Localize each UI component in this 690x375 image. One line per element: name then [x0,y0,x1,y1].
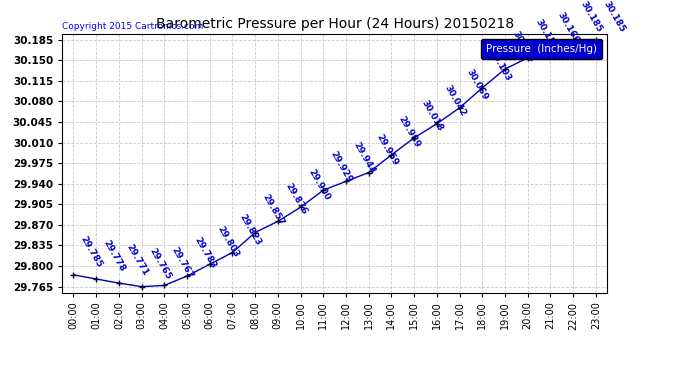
Text: 29.771: 29.771 [124,243,150,278]
Text: 29.823: 29.823 [238,212,263,247]
Text: 29.785: 29.785 [79,235,104,269]
Text: 29.929: 29.929 [329,150,354,184]
Text: 29.783: 29.783 [193,236,218,270]
Text: 29.778: 29.778 [101,238,127,273]
Text: 30.166: 30.166 [556,11,581,45]
Text: 29.900: 29.900 [306,167,331,202]
Text: 30.069: 30.069 [465,68,490,102]
Text: 30.185: 30.185 [602,0,627,34]
Text: 30.154: 30.154 [533,18,558,52]
Text: 29.765: 29.765 [147,246,172,281]
Text: 30.135: 30.135 [511,29,535,63]
Text: Copyright 2015 Cartronics.com: Copyright 2015 Cartronics.com [62,22,204,31]
Text: 30.185: 30.185 [579,0,604,34]
Text: 29.959: 29.959 [374,132,400,167]
Text: 29.803: 29.803 [215,224,240,259]
Text: 29.767: 29.767 [170,245,195,280]
Text: 29.944: 29.944 [352,141,377,176]
Text: 29.876: 29.876 [284,181,308,216]
Text: 30.042: 30.042 [442,84,467,118]
Title: Barometric Pressure per Hour (24 Hours) 20150218: Barometric Pressure per Hour (24 Hours) … [155,17,514,31]
Text: 30.018: 30.018 [420,98,444,132]
Text: 29.989: 29.989 [397,114,422,149]
Legend: Pressure  (Inches/Hg): Pressure (Inches/Hg) [480,39,602,59]
Text: 30.103: 30.103 [488,48,513,82]
Text: 29.857: 29.857 [261,192,286,227]
